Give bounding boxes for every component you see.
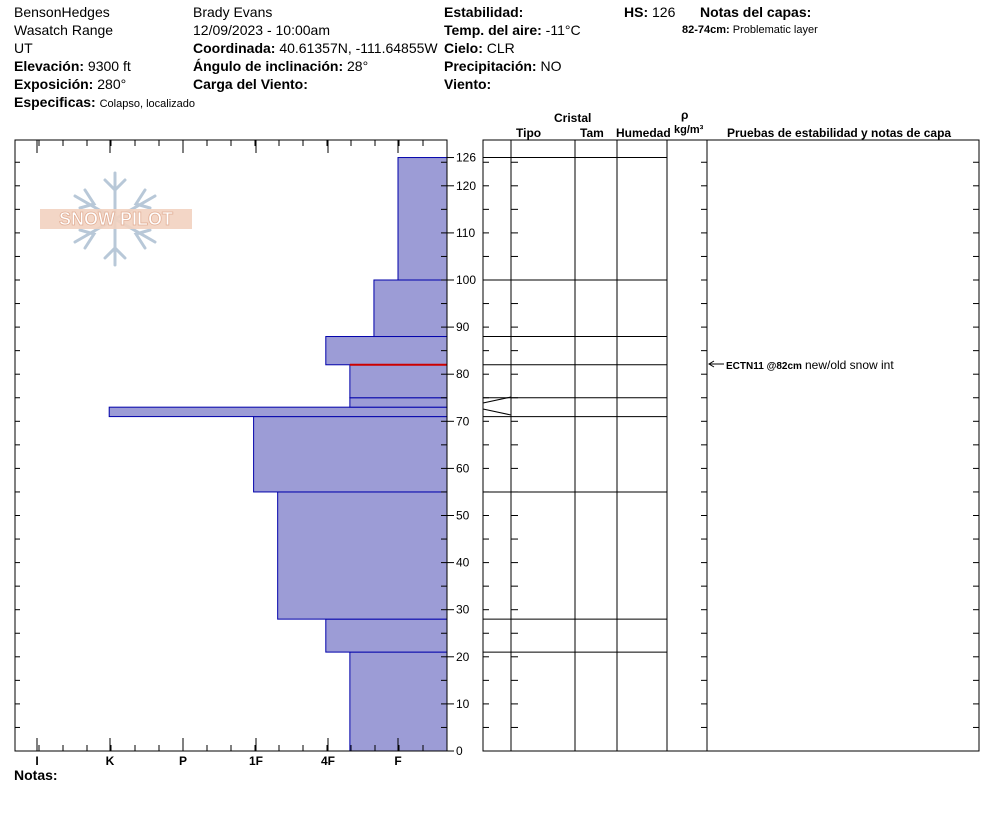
y-tick-label: 120 bbox=[456, 179, 476, 193]
y-tick-label: 60 bbox=[456, 461, 470, 475]
location: BensonHedges bbox=[14, 4, 110, 20]
precip-label: Precipitación: bbox=[444, 58, 537, 74]
airtemp-label: Temp. del aire: bbox=[444, 22, 542, 38]
hs-value: 126 bbox=[652, 4, 676, 20]
crystal-table-frame bbox=[482, 139, 980, 752]
wind-label: Viento: bbox=[444, 76, 492, 92]
logo-band bbox=[40, 209, 192, 229]
specifics: Especificas: Colapso, localizado bbox=[14, 94, 195, 111]
coordinates: Coordinada: 40.61357N, -111.64855W bbox=[193, 40, 438, 56]
hardness-layer bbox=[325, 336, 448, 366]
aspect-value: 280° bbox=[97, 76, 127, 92]
rho-header: ρ bbox=[681, 108, 689, 122]
x-tick-label: 1F bbox=[249, 754, 263, 768]
y-tick-label: 80 bbox=[456, 367, 470, 381]
airtemp-value: -11°C bbox=[545, 22, 581, 38]
y-tick-label: 0 bbox=[456, 744, 463, 758]
sky-value: CLR bbox=[486, 40, 515, 56]
stability-label: Estabilidad: bbox=[444, 4, 524, 20]
size-header: Tam bbox=[580, 126, 604, 140]
x-tick-label: K bbox=[106, 754, 115, 768]
hs-label: HS: bbox=[624, 4, 649, 20]
layer-notes-label: Notas del capas: bbox=[700, 4, 812, 20]
hardness-layer bbox=[325, 618, 448, 653]
aspect-label: Exposición: bbox=[14, 76, 94, 92]
coord-value: 40.61357N, -111.64855W bbox=[279, 40, 438, 56]
hardness-layer bbox=[349, 397, 448, 408]
coord-label: Coordinada: bbox=[193, 40, 276, 56]
type-header: Tipo bbox=[516, 126, 542, 140]
table-ticks bbox=[483, 161, 979, 752]
specifics-label: Especificas: bbox=[14, 94, 96, 110]
hardness-layer bbox=[373, 279, 448, 338]
y-tick-label: 110 bbox=[456, 226, 475, 240]
stability-test-note: ECTN11 @82cm new/old snow int bbox=[726, 359, 894, 373]
layer-note-text: Problematic layer bbox=[732, 24, 818, 36]
hardness-layer bbox=[108, 406, 448, 418]
elevation-value: 9300 ft bbox=[87, 58, 131, 74]
state: UT bbox=[14, 40, 33, 56]
y-tick-label: 40 bbox=[456, 556, 470, 570]
stability-test-text: new/old snow int bbox=[804, 358, 894, 372]
hardness-layer bbox=[349, 364, 448, 399]
y-tick-label: 20 bbox=[456, 650, 470, 664]
x-tick-label: I bbox=[35, 754, 38, 768]
arrow-left-icon bbox=[708, 360, 724, 368]
wind: Viento: bbox=[444, 76, 491, 92]
wind-loading: Carga del Viento: bbox=[193, 76, 308, 92]
precipitation: Precipitación: NO bbox=[444, 58, 561, 74]
hardness-layer bbox=[397, 157, 448, 281]
hardness-layers bbox=[108, 157, 448, 752]
stability-test-code: ECTN11 @82cm bbox=[726, 361, 802, 372]
range: Wasatch Range bbox=[14, 22, 114, 38]
layer-note-range: 82-74cm: bbox=[682, 24, 730, 36]
density-header: kg/m³ bbox=[674, 124, 704, 136]
x-tick-label: F bbox=[394, 754, 401, 768]
y-tick-label: 50 bbox=[456, 509, 470, 523]
notes-label: Notas: bbox=[14, 767, 58, 783]
sky: Cielo: CLR bbox=[444, 40, 515, 56]
hardness-axis: I K P 1F 4F F bbox=[14, 140, 448, 768]
hardness-layer bbox=[349, 651, 448, 752]
sky-label: Cielo: bbox=[444, 40, 483, 56]
y-tick-label: 90 bbox=[456, 320, 470, 334]
windload-label: Carga del Viento: bbox=[193, 76, 308, 92]
y-tick-label: 126 bbox=[456, 151, 476, 165]
layer-connector bbox=[482, 396, 512, 404]
y-tick-label: 70 bbox=[456, 414, 470, 428]
stability: Estabilidad: bbox=[444, 4, 523, 20]
hardness-layer bbox=[253, 416, 448, 493]
y-tick-label: 100 bbox=[456, 273, 476, 287]
elevation: Elevación: 9300 ft bbox=[14, 58, 131, 74]
observer: Brady Evans bbox=[193, 4, 273, 20]
layer-note: 82-74cm: Problematic layer bbox=[682, 24, 818, 37]
depth-axis: 0 10 20 30 40 50 60 70 80 90 100 110 120 126 bbox=[15, 151, 476, 758]
tests-header: Pruebas de estabilidad y notas de capa bbox=[727, 126, 952, 140]
aspect: Exposición: 280° bbox=[14, 76, 126, 92]
slope-value: 28° bbox=[347, 58, 369, 74]
precip-value: NO bbox=[540, 58, 562, 74]
moisture-header: Humedad bbox=[616, 126, 671, 140]
slope-label: Ángulo de inclinación: bbox=[193, 58, 344, 74]
snowpilot-logo: SNOW PILOT bbox=[40, 171, 192, 267]
layer-connector bbox=[482, 408, 512, 416]
hardness-layer bbox=[277, 491, 448, 620]
air-temp: Temp. del aire: -11°C bbox=[444, 22, 581, 38]
datetime: 12/09/2023 - 10:00am bbox=[193, 22, 330, 38]
layer-rows bbox=[483, 157, 667, 653]
snow-height: HS: 126 bbox=[624, 4, 675, 20]
x-tick-label: P bbox=[179, 754, 187, 768]
logo-text: SNOW PILOT bbox=[59, 209, 173, 229]
slope-angle: Ángulo de inclinación: 28° bbox=[193, 58, 368, 74]
y-tick-label: 30 bbox=[456, 603, 470, 617]
elevation-label: Elevación: bbox=[14, 58, 85, 74]
x-tick-label: 4F bbox=[321, 754, 335, 768]
crystal-header: Cristal bbox=[554, 111, 592, 125]
y-tick-label: 10 bbox=[456, 697, 470, 711]
specifics-value: Colapso, localizado bbox=[99, 98, 195, 110]
